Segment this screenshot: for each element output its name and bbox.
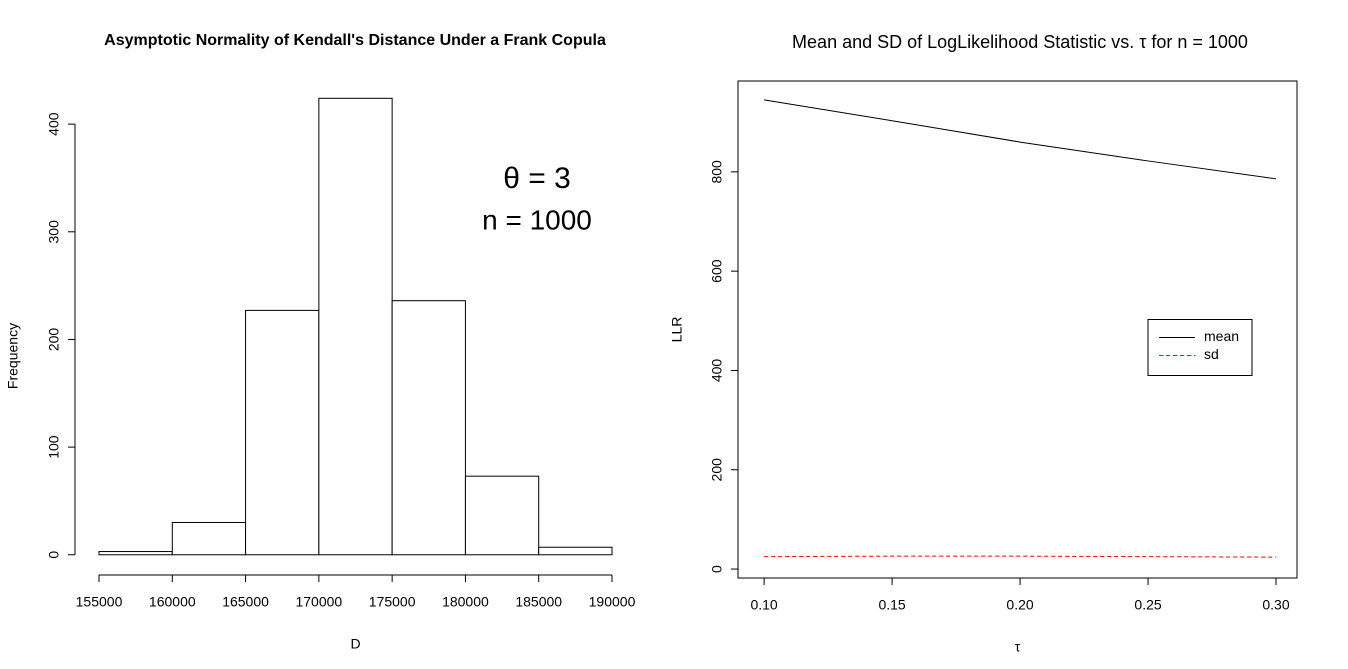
x-tick-label: 0.25 — [1134, 597, 1161, 613]
x-tick-label: 0.20 — [1006, 597, 1033, 613]
bar — [538, 546, 613, 556]
y-tick-label: 400 — [46, 112, 62, 136]
plot-box — [737, 80, 1298, 579]
y-tick-label: 0 — [46, 551, 62, 559]
y-tick-label: 200 — [46, 328, 62, 352]
x-tick-label: 185000 — [515, 594, 562, 610]
y-tick-label: 100 — [46, 435, 62, 459]
y-tick-label: 600 — [709, 259, 725, 283]
legend-box — [1147, 319, 1253, 376]
bar — [245, 309, 320, 556]
y-tick-label: 800 — [709, 160, 725, 184]
bar — [464, 475, 540, 556]
legend-label: sd — [1204, 346, 1219, 362]
line-series — [764, 99, 1277, 180]
y-tick-label: 300 — [46, 220, 62, 244]
x-axis-label: D — [350, 636, 360, 652]
chart-title: Mean and SD of LogLikelihood Statistic v… — [792, 32, 1248, 52]
x-tick-label: 160000 — [149, 594, 196, 610]
line-series — [764, 555, 1277, 558]
bar — [98, 551, 173, 556]
x-tick-label: 0.10 — [750, 597, 777, 613]
x-tick-label: 155000 — [76, 594, 123, 610]
x-tick-label: 190000 — [589, 594, 636, 610]
annotation: n = 1000 — [482, 204, 592, 235]
y-tick-label: 200 — [709, 458, 725, 482]
x-tick-label: 0.30 — [1262, 597, 1289, 613]
x-tick-label: 165000 — [222, 594, 269, 610]
legend-label: mean — [1204, 328, 1239, 344]
bar — [318, 97, 393, 556]
y-axis-label: LLR — [669, 317, 685, 343]
bar — [391, 300, 466, 556]
x-tick-label: 175000 — [369, 594, 416, 610]
x-tick-label: 0.15 — [878, 597, 905, 613]
bar — [171, 521, 247, 556]
y-axis-label: Frequency — [5, 323, 21, 389]
x-tick-label: 180000 — [442, 594, 489, 610]
y-tick-label: 400 — [709, 359, 725, 383]
annotation: θ = 3 — [503, 162, 571, 195]
y-tick-label: 0 — [709, 565, 725, 573]
x-tick-label: 170000 — [295, 594, 342, 610]
chart-title: Asymptotic Normality of Kendall's Distan… — [104, 32, 606, 49]
x-axis-label: τ — [1015, 639, 1021, 655]
